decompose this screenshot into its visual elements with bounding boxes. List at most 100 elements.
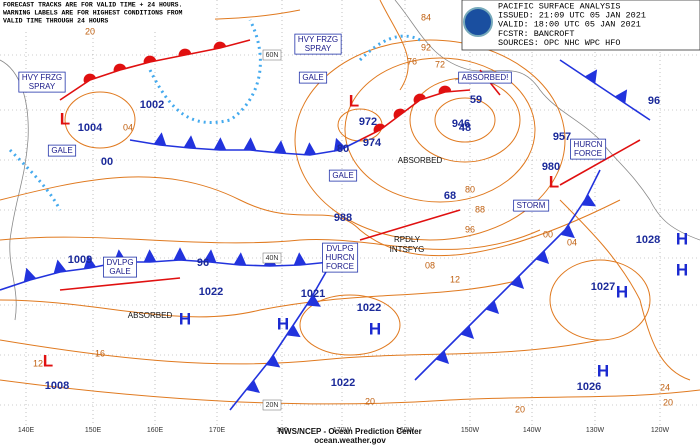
isobar-label: 20 [663, 397, 673, 407]
fronts [0, 39, 651, 411]
warning-box [328, 169, 358, 182]
pressure-label: 80 [337, 143, 349, 155]
longitude-label: 170W [333, 427, 352, 434]
warning-text: SPRAY [305, 44, 332, 53]
warning-text: GALE [302, 73, 323, 82]
warning-text: DVLPG [106, 258, 133, 267]
pressure-label: 980 [542, 161, 560, 173]
isobar-label: 80 [465, 184, 475, 194]
warning-label: GALE [298, 71, 328, 84]
pressure-center: H [179, 309, 191, 328]
longitude-label: 180 [276, 427, 288, 434]
latitude-box [262, 399, 282, 411]
pressure-label: 972 [359, 116, 377, 128]
pressure-center: H [676, 229, 688, 248]
pressure-label: 68 [444, 190, 456, 202]
warning-box [18, 71, 66, 93]
pressure-center: H [597, 361, 609, 380]
pressure-center: H [616, 282, 628, 301]
isobar-label: 24 [660, 382, 670, 392]
warning-text: FORCE [326, 262, 354, 271]
isobar-label: 20 [515, 404, 525, 414]
pressure-label: 1009 [68, 254, 92, 266]
warning-text: FORCE [574, 149, 602, 158]
pressure-label: 48 [459, 122, 471, 134]
isobar-label: 72 [435, 59, 445, 69]
footer-line: NWS/NCEP - Ocean Prediction Center [278, 427, 421, 436]
longitude-label: 130W [586, 427, 605, 434]
isobar-label: 84 [421, 12, 431, 22]
longitude-label: 140W [523, 427, 542, 434]
pressure-label: 1004 [78, 122, 103, 134]
warning-label: GALE [328, 169, 358, 182]
warning-text: GALE [51, 146, 72, 155]
warning-text: GALE [109, 267, 130, 276]
pressure-label: 1027 [591, 281, 615, 293]
notice-box [0, 0, 215, 30]
warning-text: HURCN [574, 140, 603, 149]
pressure-center: H [277, 314, 289, 333]
longitude-label: 170E [209, 427, 226, 434]
latitude-label: 60N [266, 52, 279, 59]
pressure-label: 59 [470, 94, 482, 106]
pressure-label: 00 [101, 156, 113, 168]
pressure-center: L [549, 172, 559, 191]
notice-line: FORECAST TRACKS ARE FOR VALID TIME + 24 … [3, 2, 182, 9]
pressure-label: 96 [197, 257, 209, 269]
warning-box [513, 199, 550, 212]
warning-box [47, 144, 77, 157]
warning-box [322, 242, 359, 273]
pressure-label: 1002 [140, 99, 164, 111]
warning-label: STORM [513, 199, 550, 212]
latitude-label: 20N [266, 402, 279, 409]
isobar-label: 92 [421, 42, 431, 52]
pressure-center: H [369, 319, 381, 338]
warning-label: GALE [47, 144, 77, 157]
pressure-center: L [43, 351, 53, 370]
isobar-label: 00 [543, 229, 553, 239]
warning-text: ABSORBED! [462, 73, 509, 82]
isobar-label: 16 [95, 348, 105, 358]
warning-box [298, 71, 328, 84]
pressure-label: 946 [452, 118, 470, 130]
isobar-label: 96 [465, 224, 475, 234]
warning-text: HVY FRZG [298, 35, 338, 44]
pressure-label: 1008 [45, 380, 69, 392]
warning-text: GALE [332, 171, 353, 180]
pressure-center: L [349, 91, 359, 110]
warning-box [458, 71, 512, 84]
pressure-label: 1022 [199, 286, 223, 298]
annotation: ABSORBED [128, 311, 173, 320]
pressure-label: 1021 [301, 288, 325, 300]
notice-line: WARNING LABELS ARE FOR HIGHEST CONDITION… [3, 10, 183, 17]
isobar-label: 88 [475, 204, 485, 214]
pressure-label: 988 [334, 212, 352, 224]
longitude-label: 150W [461, 427, 480, 434]
isobar-label: 12 [450, 274, 460, 284]
pressure-label: 957 [553, 131, 571, 143]
pressure-center: L [60, 109, 70, 128]
pressure-label: 1022 [357, 302, 381, 314]
warning-label: ABSORBED! [458, 71, 512, 84]
annotation: INTSFYG [390, 245, 425, 254]
isobar-label: 04 [567, 237, 577, 247]
header-line: SOURCES: OPC NHC WPC HFO [498, 38, 620, 48]
footer-line: ocean.weather.gov [314, 436, 386, 445]
pressure-label: 1026 [577, 381, 601, 393]
freezing-spray-areas [8, 19, 421, 211]
pressure-center: H [676, 260, 688, 279]
forecast-tracks [59, 69, 641, 291]
latitude-box [262, 49, 282, 61]
isobar-label: 76 [407, 56, 417, 66]
warning-text: HVY FRZG [22, 73, 62, 82]
header-line: VALID: 18:00 UTC 05 JAN 2021 [498, 20, 641, 30]
longitude-label: 160W [396, 427, 415, 434]
annotation: ABSORBED [398, 156, 443, 165]
longitude-label: 140E [18, 427, 35, 434]
warning-text: DVLPG [326, 244, 353, 253]
annotation: RPDLY [394, 235, 421, 244]
header-box [461, 0, 700, 51]
